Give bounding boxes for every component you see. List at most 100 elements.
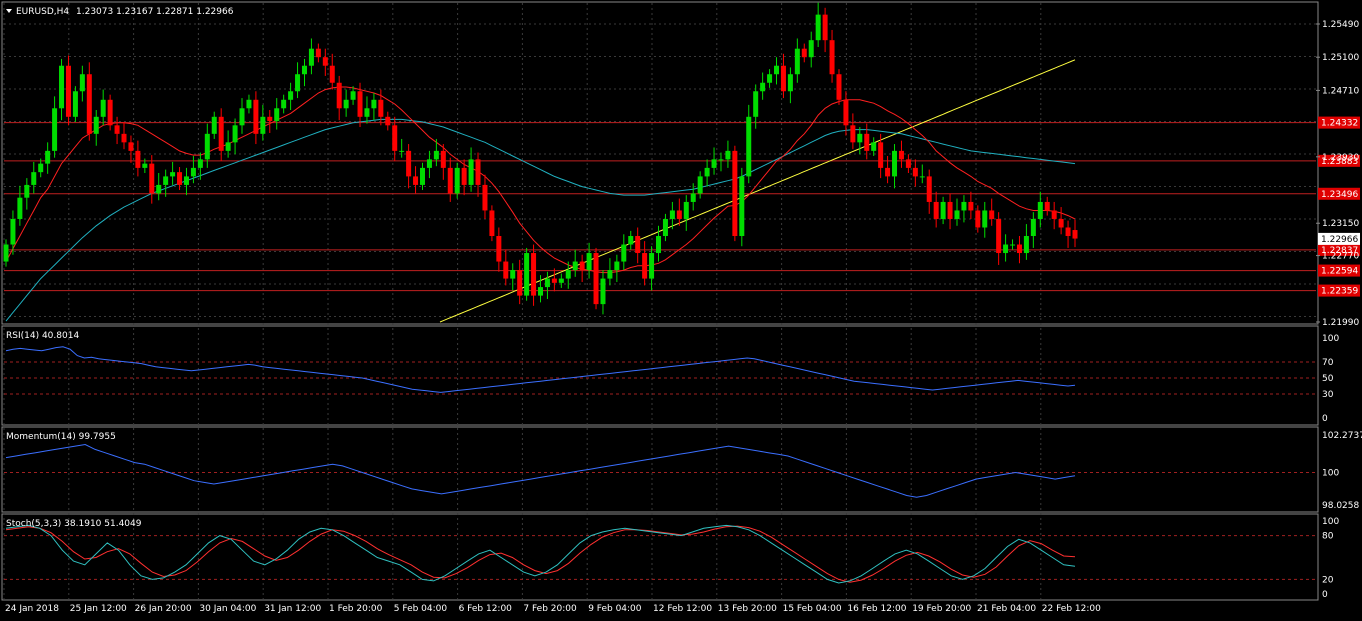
candle-body [419, 167, 425, 185]
symbol-label: EURUSD,H4 [16, 7, 69, 17]
candle-body [38, 163, 44, 173]
candle-body [926, 176, 932, 202]
candle-body [1065, 227, 1071, 237]
time-tick-label: 30 Jan 04:00 [199, 604, 256, 614]
candle-body [177, 172, 183, 185]
candle-body [558, 278, 564, 283]
rsi-tick-label: 50 [1322, 374, 1334, 384]
candle-body [892, 150, 898, 177]
candle-body [399, 150, 405, 152]
rsi-label: RSI(14) 40.8014 [6, 331, 79, 341]
candle-body [336, 82, 342, 109]
price-tick-label: 1.24710 [1322, 86, 1359, 96]
price-level-label: 1.22837 [1321, 246, 1358, 256]
candle-body [642, 253, 648, 279]
candle-body [635, 236, 641, 254]
stoch-tick-label: 0 [1322, 590, 1328, 600]
dropdown-triangle-icon[interactable] [6, 9, 12, 13]
momentum-tick-label: 98.0258 [1322, 501, 1359, 511]
stoch-pane[interactable] [1, 513, 1319, 601]
time-tick-label: 9 Feb 04:00 [588, 604, 642, 614]
candle-body [468, 159, 474, 185]
price-level-tag [1318, 264, 1360, 277]
candle-body [600, 278, 606, 305]
price-tick-label: 1.23930 [1322, 153, 1359, 163]
time-tick-label: 19 Feb 20:00 [912, 604, 971, 614]
candle-body [197, 159, 203, 168]
candle-body [1010, 244, 1016, 246]
momentum-line [5, 443, 1076, 498]
candle-body [621, 244, 627, 262]
price-level-tag [1318, 116, 1360, 129]
candle-body [628, 236, 634, 245]
candle-body [898, 150, 904, 160]
candle-body [149, 163, 155, 194]
candle-body [982, 210, 988, 228]
candle-body [239, 108, 245, 126]
candle-body [204, 133, 210, 160]
momentum-label: Momentum(14) 99.7955 [6, 432, 116, 442]
rsi-tick-label: 70 [1322, 358, 1334, 368]
candle-body [59, 65, 65, 109]
time-tick-label: 5 Feb 04:00 [394, 604, 448, 614]
candle-body [607, 270, 613, 279]
price-level-tag [1318, 187, 1360, 200]
momentum-pane[interactable] [1, 426, 1319, 513]
price-tick-label: 1.21990 [1322, 318, 1359, 328]
candle-body [1051, 210, 1057, 219]
candle-body [989, 210, 995, 219]
candle-body [593, 253, 599, 305]
rsi-pane[interactable] [1, 325, 1319, 426]
stoch-label: Stoch(5,3,3) 38.1910 51.4049 [6, 519, 142, 529]
symbol-header[interactable]: EURUSD,H4 1.23073 1.23167 1.22871 1.2296… [6, 7, 234, 17]
candle-body [732, 150, 738, 237]
candle-body [829, 40, 835, 75]
candle-body [836, 74, 842, 100]
price-level-label: 1.23883 [1321, 157, 1358, 167]
candle-body [787, 74, 793, 92]
candle-body [774, 65, 780, 75]
candle-body [52, 108, 58, 151]
candle-body [961, 201, 967, 211]
candle-body [885, 167, 891, 177]
candle-body [253, 99, 259, 134]
candle-body [406, 150, 412, 177]
candle-body [93, 116, 99, 134]
stoch-tick-label: 80 [1322, 532, 1334, 542]
rsi-tick-label: 100 [1322, 334, 1339, 344]
stoch-main-line [5, 524, 1076, 584]
candle-body [572, 261, 578, 271]
candle-body [843, 99, 849, 126]
candle-body [669, 210, 675, 219]
candle-body [767, 74, 773, 83]
candle-body [614, 261, 620, 271]
candle-body [947, 201, 953, 219]
candle-body [156, 184, 162, 194]
current-price-tag [1318, 232, 1360, 245]
price-level-label: 1.23496 [1321, 190, 1358, 200]
momentum-tick-label: 100 [1322, 468, 1339, 478]
candle-body [975, 210, 981, 228]
candle-body [725, 150, 731, 160]
candle-body [780, 65, 786, 92]
indicator-lines [5, 346, 1076, 584]
time-tick-label: 21 Feb 04:00 [977, 604, 1036, 614]
candle-body [1003, 244, 1009, 254]
candle-body [649, 253, 655, 279]
candle-body [656, 236, 662, 254]
candle-body [954, 210, 960, 219]
horizontal-levels[interactable]: 1.24332 1.23883 1.23496 1.22837 1.22594 1.223… [4, 116, 1360, 297]
current-price-label: 1.22966 [1321, 235, 1358, 245]
candle-body [378, 99, 384, 117]
candle-body [850, 125, 856, 143]
time-tick-label: 24 Jan 2018 [5, 604, 59, 614]
candle-body [475, 159, 481, 185]
candle-body [170, 172, 176, 177]
candle-body [510, 270, 516, 279]
candle-body [371, 99, 377, 109]
candle-body [489, 210, 495, 237]
candle-body [128, 142, 134, 151]
candle-body [565, 270, 571, 279]
